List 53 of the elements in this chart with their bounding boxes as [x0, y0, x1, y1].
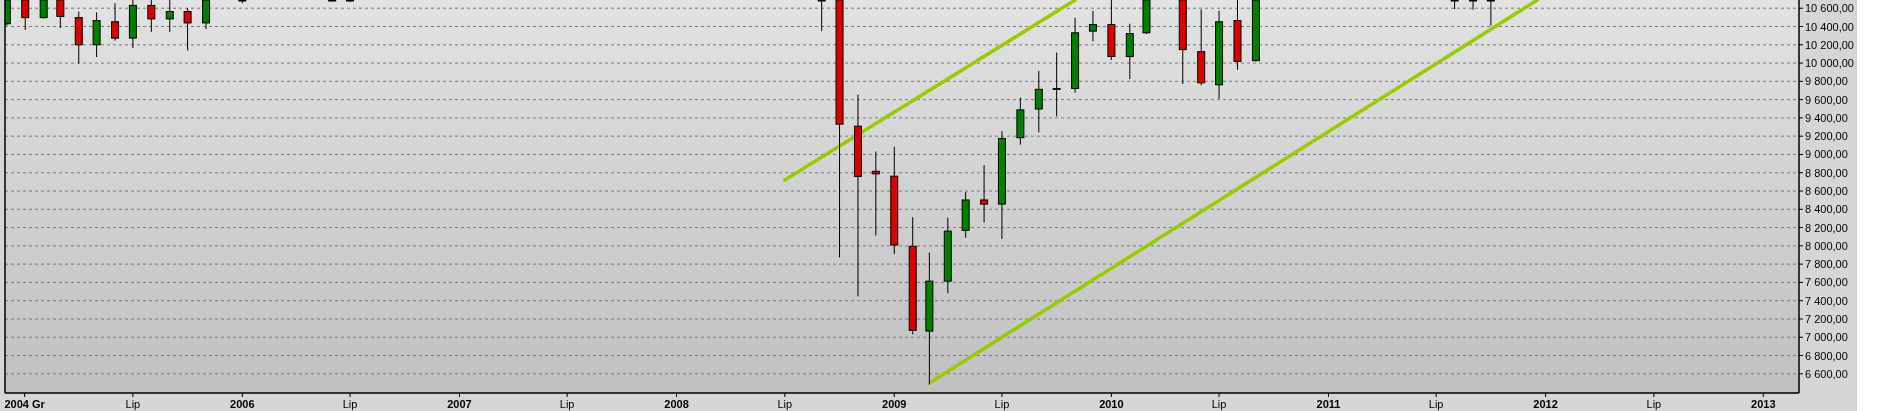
y-tick-label: 7 200,00 — [1805, 312, 1848, 325]
y-tick-label: 8 800,00 — [1805, 166, 1848, 179]
y-tick-label: 8 000,00 — [1805, 239, 1848, 252]
x-tick-label: Lip — [777, 398, 793, 410]
x-tick-label: 2012 — [1533, 398, 1558, 410]
x-tick-label: Lip — [342, 398, 358, 410]
y-tick-label: 7 000,00 — [1805, 331, 1848, 344]
candlestick — [980, 164, 989, 224]
y-tick-label: 10 200,00 — [1805, 38, 1854, 51]
candlestick — [183, 7, 192, 51]
candlestick — [1088, 10, 1097, 42]
candlestick — [1125, 23, 1134, 80]
x-tick-label: Lip — [994, 398, 1010, 410]
y-tick-label: 7 800,00 — [1805, 258, 1848, 271]
y-tick-label: 6 800,00 — [1805, 349, 1848, 362]
x-tick-label: Lip — [125, 398, 141, 410]
x-tick-label: 2007 — [447, 398, 472, 410]
x-tick-label: Lip — [1428, 398, 1444, 410]
x-tick-label: 2010 — [1099, 398, 1124, 410]
candlestick — [21, 0, 30, 31]
y-tick-label: 10 400,00 — [1805, 20, 1854, 33]
y-tick-label: 9 400,00 — [1805, 111, 1848, 124]
y-tick-label: 9 000,00 — [1805, 148, 1848, 161]
candlestick — [817, 0, 826, 32]
y-tick-label: 6 600,00 — [1805, 367, 1848, 380]
x-tick-label: 2013 — [1751, 398, 1776, 410]
candlestick — [202, 0, 211, 30]
y-tick-label: 8 600,00 — [1805, 185, 1848, 198]
candlestick — [1034, 70, 1043, 133]
y-tick-label: 7 400,00 — [1805, 294, 1848, 307]
x-tick-label: Lip — [1211, 398, 1227, 410]
x-tick-label: Lip — [559, 398, 575, 410]
x-tick-label: 2008 — [664, 398, 689, 410]
candlestick — [147, 0, 156, 33]
y-tick-label: 9 600,00 — [1805, 93, 1848, 106]
y-tick-label: 10 600,00 — [1805, 2, 1854, 15]
y-tick-label: 9 800,00 — [1805, 75, 1848, 88]
y-tick-label: 7 600,00 — [1805, 276, 1848, 289]
x-tick-label: Lip — [1646, 398, 1662, 410]
y-tick-label: 10 000,00 — [1805, 57, 1854, 70]
candlestick — [1486, 0, 1495, 27]
y-tick-label: 9 200,00 — [1805, 130, 1848, 143]
candlestick — [165, 0, 174, 33]
candlestick — [56, 0, 65, 29]
candlestick — [1052, 51, 1061, 117]
x-tick-label: 2009 — [882, 398, 907, 410]
x-tick-label: 2006 — [230, 398, 255, 410]
x-tick-label: 2004 Gr — [4, 398, 46, 410]
y-tick-label: 8 400,00 — [1805, 203, 1848, 216]
x-tick-label: 2011 — [1316, 398, 1341, 410]
candlestick — [1469, 0, 1478, 11]
y-tick-label: 8 200,00 — [1805, 221, 1848, 234]
candlestick — [111, 2, 120, 42]
